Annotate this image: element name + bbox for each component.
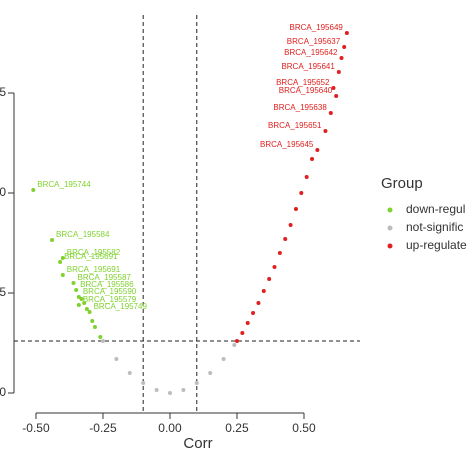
point [304, 175, 309, 179]
point-label: BRCA_195641 [281, 62, 335, 71]
legend-label: not-signific [406, 220, 463, 234]
y-tick-label: 5 [0, 85, 6, 99]
point [272, 265, 277, 269]
x-axis-label: Corr [183, 435, 212, 452]
point [234, 339, 239, 343]
point-label: BRCA_195645 [260, 140, 314, 149]
point [58, 260, 63, 264]
point [328, 111, 333, 115]
x-tick-label: -0.25 [89, 421, 117, 435]
point [92, 325, 97, 329]
point [60, 256, 65, 260]
point [84, 307, 89, 311]
point [344, 31, 349, 35]
point [90, 319, 95, 323]
point-label: BRCA_195744 [37, 180, 91, 189]
x-tick-label: 0.00 [158, 421, 182, 435]
point [71, 281, 76, 285]
point-label: BRCA_195638 [273, 103, 327, 112]
point-label: BRCA_195590 [83, 287, 137, 296]
y-tick-label: 0 [0, 185, 6, 199]
point [141, 381, 146, 385]
point [245, 321, 250, 325]
point [339, 56, 344, 60]
legend-marker [387, 243, 393, 249]
point-label: BRCA_195587 [77, 273, 131, 282]
point [154, 388, 159, 392]
point [76, 303, 81, 307]
point [334, 94, 339, 98]
point [181, 388, 186, 392]
point [315, 148, 320, 152]
point [323, 129, 328, 133]
y-tick-label: 5 [0, 285, 6, 299]
point [87, 310, 92, 314]
point [261, 289, 266, 293]
point [127, 371, 132, 375]
point [331, 86, 336, 90]
y-tick-label: 0 [0, 385, 6, 399]
x-tick-label: -0.50 [22, 421, 50, 435]
point-label: BRCA_195579 [83, 295, 137, 304]
point [167, 391, 172, 395]
point [277, 251, 282, 255]
point [98, 335, 103, 339]
point [299, 191, 304, 195]
point [31, 188, 36, 192]
point [288, 223, 293, 227]
x-tick-label: 0.25 [225, 421, 249, 435]
point [310, 157, 315, 161]
x-tick-label: 0.50 [292, 421, 316, 435]
point-label: BRCA_195642 [284, 48, 338, 57]
point-label: BRCA_195649 [289, 23, 343, 32]
point [267, 277, 272, 281]
point [283, 237, 288, 241]
point [251, 311, 256, 315]
point [74, 288, 79, 292]
point [79, 297, 84, 301]
point [50, 238, 55, 242]
point [114, 357, 119, 361]
legend-label: up-regulate [406, 238, 467, 252]
point-label: BRCA_195691 [64, 252, 118, 261]
point [232, 343, 237, 347]
point [221, 357, 226, 361]
point [342, 45, 347, 49]
point-label: BRCA_195584 [56, 230, 110, 239]
point [194, 381, 199, 385]
point [240, 331, 245, 335]
legend-title: Group [381, 175, 423, 192]
point-label: BRCA_195586 [80, 280, 134, 289]
point-label: BRCA_195651 [268, 121, 322, 130]
point-label: BRCA_195749 [94, 302, 148, 311]
point [336, 70, 341, 74]
point [100, 339, 105, 343]
point [82, 301, 87, 305]
legend-label: down-regul [406, 202, 465, 216]
point [293, 207, 298, 211]
legend-marker [387, 207, 393, 213]
point [60, 273, 65, 277]
point-label: BRCA_195652 [276, 78, 330, 87]
point [208, 371, 213, 375]
point-label: BRCA_195582 [67, 248, 121, 257]
point [256, 301, 261, 305]
point-label: BRCA_195637 [287, 37, 341, 46]
legend-marker [387, 225, 393, 231]
point-label: BRCA_195640 [279, 86, 333, 95]
point-label: BRCA_195691 [67, 265, 121, 274]
